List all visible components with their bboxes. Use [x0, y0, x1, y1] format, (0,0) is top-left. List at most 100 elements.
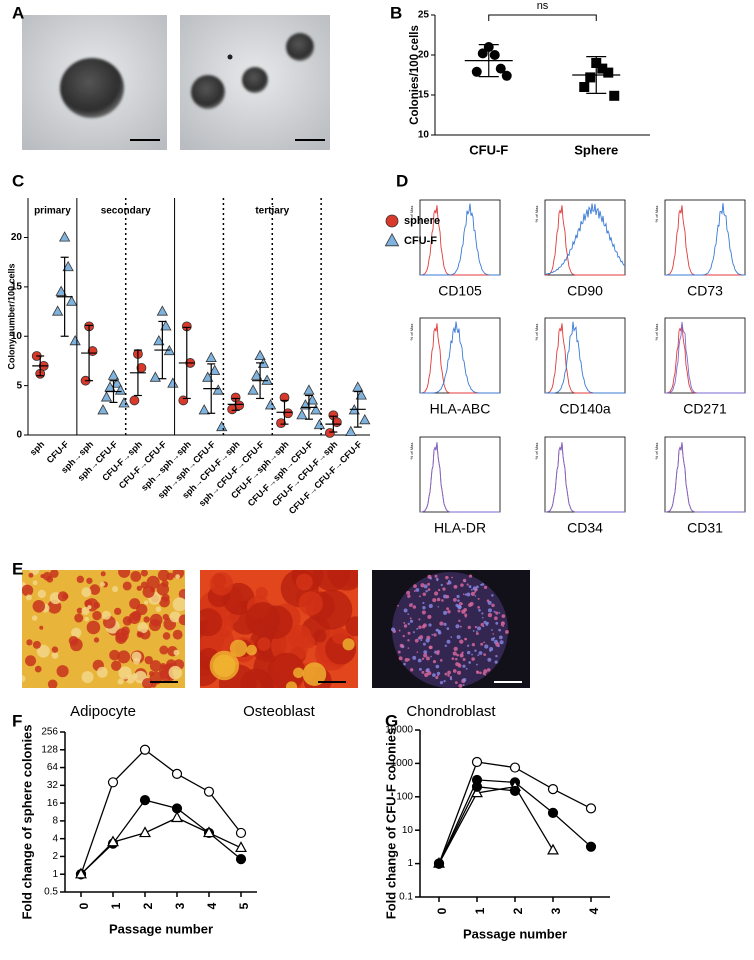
texture — [435, 629, 438, 632]
data-point — [75, 867, 87, 879]
texture — [491, 603, 495, 608]
marker-label: CD105 — [438, 283, 482, 299]
texture — [476, 663, 478, 666]
texture — [156, 583, 170, 596]
texture — [71, 627, 82, 638]
texture — [312, 589, 353, 630]
texture — [446, 607, 450, 611]
x-axis-label: Passage number — [463, 926, 567, 941]
x-tick-label: 2 — [511, 907, 525, 914]
texture — [399, 643, 404, 648]
texture — [505, 630, 509, 634]
texture — [498, 612, 501, 614]
texture — [149, 619, 161, 632]
data-point — [107, 777, 119, 788]
texture — [149, 660, 162, 672]
data-point — [477, 48, 488, 59]
histogram-curve — [420, 203, 500, 276]
texture — [413, 584, 417, 588]
data-point — [299, 399, 312, 410]
texture — [483, 669, 488, 674]
texture — [457, 670, 462, 675]
texture — [327, 570, 358, 591]
texture — [499, 640, 504, 645]
texture — [111, 660, 122, 671]
texture — [76, 575, 85, 584]
texture — [484, 673, 487, 676]
texture — [118, 666, 132, 680]
texture — [501, 614, 506, 619]
texture — [480, 642, 484, 646]
texture — [459, 639, 464, 644]
data-point — [59, 231, 71, 242]
texture — [408, 603, 413, 607]
data-point — [296, 409, 308, 420]
texture — [421, 657, 425, 660]
texture — [454, 681, 458, 685]
texture — [481, 583, 485, 586]
texture — [298, 591, 323, 616]
caption: Osteoblast — [243, 703, 316, 720]
histogram-curve — [419, 323, 500, 394]
x-tick-label: CFU-F — [469, 142, 508, 157]
legend-label: CFU-F — [404, 235, 437, 247]
y-tick-label: 100 — [396, 791, 413, 802]
histogram-curve — [419, 442, 500, 513]
texture — [222, 582, 255, 615]
histogram-curve — [419, 442, 500, 513]
x-tick-label: 3 — [173, 902, 187, 909]
texture — [461, 609, 466, 614]
data-point — [547, 843, 559, 855]
data-point — [235, 827, 247, 839]
texture — [486, 621, 489, 625]
texture — [478, 608, 481, 612]
data-point — [107, 835, 119, 847]
texture — [136, 585, 142, 591]
texture — [443, 610, 448, 615]
data-point — [306, 394, 319, 405]
y-tick-label: 4 — [52, 833, 58, 844]
texture — [458, 683, 463, 688]
texture — [502, 625, 505, 628]
y-tick-label: 64 — [47, 762, 59, 773]
marker-label: CD90 — [567, 283, 603, 299]
texture — [445, 575, 449, 580]
texture — [229, 639, 248, 657]
texture — [402, 634, 405, 638]
texture — [175, 574, 181, 580]
texture — [418, 667, 422, 671]
texture — [200, 608, 223, 637]
texture — [404, 658, 409, 662]
texture — [445, 594, 450, 599]
data-point — [247, 384, 259, 395]
y-tick-label: 2 — [52, 851, 58, 862]
data-point — [198, 404, 210, 415]
y-axis-label: Fold change of CFU-F colonies — [383, 728, 398, 919]
texture — [133, 657, 141, 665]
texture — [437, 605, 440, 608]
texture — [491, 629, 493, 631]
texture — [403, 621, 406, 624]
histogram-curve — [544, 203, 625, 275]
caption: Chondroblast — [406, 703, 496, 720]
data-point — [254, 349, 266, 361]
differentiation-photos — [22, 570, 530, 688]
x-tick-label: Sphere — [574, 142, 618, 157]
texture — [246, 644, 257, 656]
texture — [122, 581, 132, 591]
texture — [443, 622, 447, 626]
data-point — [509, 785, 521, 797]
texture — [427, 614, 432, 619]
group-label: secondary — [101, 206, 151, 217]
data-point — [153, 334, 165, 346]
texture — [455, 624, 460, 629]
histogram-ylabel: % of Max — [534, 324, 539, 341]
texture — [162, 632, 171, 640]
texture — [466, 650, 471, 655]
texture — [451, 576, 453, 579]
histogram-ylabel: % of Max — [654, 324, 659, 341]
texture — [418, 625, 422, 629]
texture — [26, 639, 33, 646]
texture — [494, 660, 498, 664]
y-tick-label: 10 — [11, 331, 23, 342]
